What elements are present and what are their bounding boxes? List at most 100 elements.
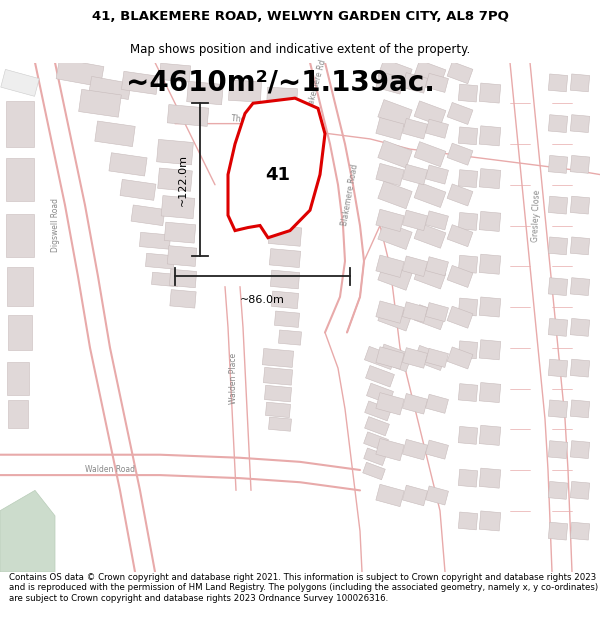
Polygon shape xyxy=(414,264,446,289)
Polygon shape xyxy=(425,165,448,184)
Polygon shape xyxy=(158,168,193,191)
Polygon shape xyxy=(378,181,412,209)
Polygon shape xyxy=(414,182,446,208)
Polygon shape xyxy=(378,344,412,372)
Polygon shape xyxy=(378,222,412,249)
Polygon shape xyxy=(187,81,223,105)
Polygon shape xyxy=(425,486,448,505)
Polygon shape xyxy=(161,196,195,219)
Polygon shape xyxy=(378,141,412,168)
Text: Contains OS data © Crown copyright and database right 2021. This information is : Contains OS data © Crown copyright and d… xyxy=(9,573,598,602)
Polygon shape xyxy=(364,346,395,369)
Polygon shape xyxy=(548,74,568,92)
Polygon shape xyxy=(376,392,404,415)
Polygon shape xyxy=(403,439,428,460)
Polygon shape xyxy=(167,104,209,126)
Polygon shape xyxy=(403,72,428,93)
Polygon shape xyxy=(376,484,404,507)
Polygon shape xyxy=(548,278,568,296)
Polygon shape xyxy=(265,402,290,418)
Polygon shape xyxy=(479,211,501,231)
Polygon shape xyxy=(425,211,448,230)
Polygon shape xyxy=(571,441,590,459)
Polygon shape xyxy=(403,394,428,414)
Polygon shape xyxy=(571,196,590,214)
Text: Blakemere Road: Blakemere Road xyxy=(340,164,360,226)
Polygon shape xyxy=(157,139,193,165)
Polygon shape xyxy=(458,341,478,359)
Polygon shape xyxy=(228,98,325,238)
Polygon shape xyxy=(571,400,590,418)
Polygon shape xyxy=(414,223,446,248)
Polygon shape xyxy=(367,383,394,404)
Text: The Orchard: The Orchard xyxy=(231,114,279,127)
Polygon shape xyxy=(6,214,34,257)
Polygon shape xyxy=(403,348,428,368)
Polygon shape xyxy=(145,253,175,269)
Polygon shape xyxy=(447,102,473,124)
Polygon shape xyxy=(378,99,412,127)
Polygon shape xyxy=(403,302,428,322)
Polygon shape xyxy=(548,237,568,255)
Polygon shape xyxy=(458,213,478,231)
Polygon shape xyxy=(458,426,478,444)
Polygon shape xyxy=(571,319,590,336)
Polygon shape xyxy=(7,362,29,394)
Polygon shape xyxy=(8,314,32,350)
Polygon shape xyxy=(160,63,191,82)
Text: Digswell Road: Digswell Road xyxy=(50,199,59,252)
Polygon shape xyxy=(548,522,568,540)
Polygon shape xyxy=(571,359,590,377)
Polygon shape xyxy=(447,184,473,206)
Polygon shape xyxy=(271,291,299,309)
Polygon shape xyxy=(121,71,158,94)
Text: Walden Road: Walden Road xyxy=(85,466,135,474)
Polygon shape xyxy=(1,69,39,96)
Polygon shape xyxy=(376,439,404,461)
Polygon shape xyxy=(271,270,299,289)
Polygon shape xyxy=(479,511,501,531)
Polygon shape xyxy=(365,366,394,387)
Polygon shape xyxy=(479,468,501,488)
Polygon shape xyxy=(571,237,590,255)
Polygon shape xyxy=(363,462,385,480)
Polygon shape xyxy=(425,302,448,322)
Text: Blakemere Rd: Blakemere Rd xyxy=(305,59,327,113)
Polygon shape xyxy=(376,72,404,94)
Polygon shape xyxy=(414,142,446,167)
Polygon shape xyxy=(403,119,428,139)
Polygon shape xyxy=(376,255,404,278)
Text: Map shows position and indicative extent of the property.: Map shows position and indicative extent… xyxy=(130,44,470,56)
Polygon shape xyxy=(414,101,446,126)
Polygon shape xyxy=(479,254,501,274)
Polygon shape xyxy=(447,347,473,369)
Polygon shape xyxy=(265,386,292,402)
Polygon shape xyxy=(169,269,197,288)
Polygon shape xyxy=(376,163,404,186)
Polygon shape xyxy=(167,246,197,266)
Text: 41, BLAKEMERE ROAD, WELWYN GARDEN CITY, AL8 7PQ: 41, BLAKEMERE ROAD, WELWYN GARDEN CITY, … xyxy=(92,11,508,23)
Polygon shape xyxy=(403,210,428,231)
Text: 41: 41 xyxy=(265,166,290,184)
Polygon shape xyxy=(548,319,568,336)
Polygon shape xyxy=(6,101,34,146)
Polygon shape xyxy=(447,62,473,84)
Polygon shape xyxy=(479,83,501,103)
Polygon shape xyxy=(571,74,590,92)
Polygon shape xyxy=(378,59,412,86)
Polygon shape xyxy=(458,255,478,273)
Polygon shape xyxy=(7,268,33,306)
Polygon shape xyxy=(269,417,292,431)
Polygon shape xyxy=(266,87,298,109)
Polygon shape xyxy=(414,60,446,85)
Polygon shape xyxy=(548,156,568,173)
Polygon shape xyxy=(376,118,404,140)
Polygon shape xyxy=(548,441,568,459)
Polygon shape xyxy=(120,179,156,201)
Polygon shape xyxy=(571,115,590,132)
Polygon shape xyxy=(458,84,478,102)
Polygon shape xyxy=(458,298,478,316)
Polygon shape xyxy=(479,382,501,402)
Polygon shape xyxy=(365,417,389,436)
Polygon shape xyxy=(364,448,386,466)
